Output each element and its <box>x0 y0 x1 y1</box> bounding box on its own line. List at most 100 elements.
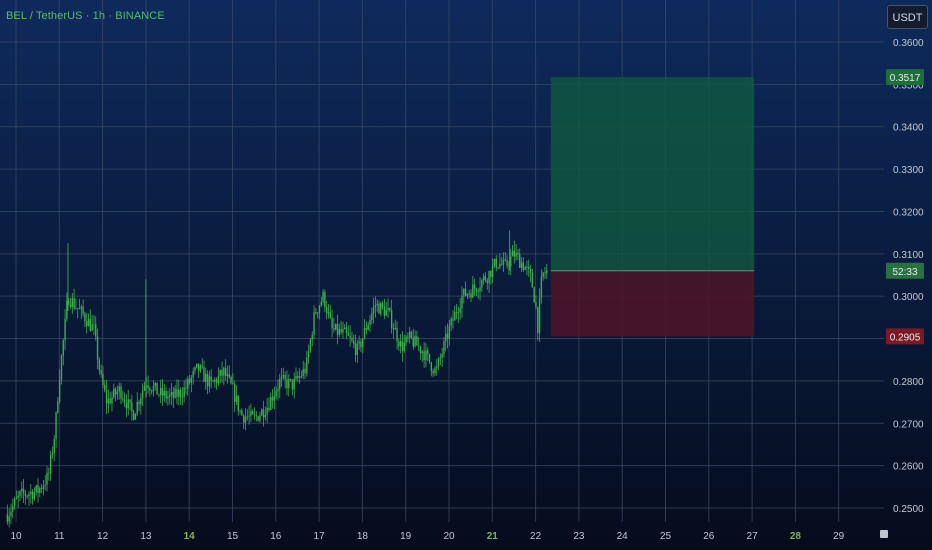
candle-body <box>53 439 55 453</box>
candle-body <box>261 409 263 416</box>
candle-body <box>473 284 476 289</box>
candle-body <box>396 327 398 342</box>
candle-body <box>333 328 335 330</box>
candle-body <box>298 376 301 379</box>
candle-body <box>178 389 180 397</box>
candle-body <box>481 280 483 288</box>
candle-body <box>439 357 442 359</box>
candle-body <box>392 328 395 330</box>
candle-body <box>217 375 220 384</box>
candle-body <box>443 341 445 354</box>
candle-body <box>196 363 198 368</box>
candle-body <box>127 399 129 409</box>
candle-body <box>279 378 281 389</box>
candle-body <box>495 258 497 268</box>
candle-body <box>537 307 539 334</box>
candle-body <box>304 368 306 374</box>
candle-body <box>105 390 108 404</box>
candle-body <box>544 272 546 274</box>
candle-body <box>210 376 212 381</box>
date-tick-label: 28 <box>790 531 802 542</box>
candle-body <box>87 318 90 327</box>
candle-body <box>288 379 290 389</box>
candle-body <box>150 390 153 392</box>
candle-body <box>125 402 128 409</box>
candle-body <box>327 312 330 314</box>
candle-body <box>432 370 434 374</box>
candle-body <box>340 329 342 333</box>
candle-body <box>517 252 519 255</box>
candle-body <box>358 341 360 344</box>
candle-body <box>463 288 465 296</box>
candle-body <box>504 259 506 261</box>
candle-body <box>356 343 359 356</box>
candle-body <box>378 303 380 314</box>
candle-body <box>172 392 175 398</box>
candle-body <box>519 254 521 268</box>
candle-body <box>427 350 429 354</box>
target-price-badge-background <box>886 69 924 86</box>
long-position-tool[interactable] <box>550 77 755 337</box>
date-tick-label: 24 <box>617 531 629 542</box>
candle-body <box>380 303 382 314</box>
candle-body <box>309 339 312 351</box>
candle-body <box>152 386 155 392</box>
stop-price-badge: 0.2905 <box>890 332 921 343</box>
candle-body <box>347 332 350 336</box>
candle-body <box>273 395 276 401</box>
date-tick-label: 15 <box>227 531 239 542</box>
time-axis[interactable]: 10 11 12 13 14 15 16 17 18 19 20 21 22 23 24 25 26 27 28 29 <box>0 522 932 550</box>
date-tick-label: 10 <box>10 531 22 542</box>
candle-body <box>169 394 171 397</box>
candle-body <box>149 388 151 391</box>
candle-body <box>531 272 534 288</box>
candle-body <box>42 485 45 489</box>
candle-body <box>188 379 191 383</box>
candle-body <box>264 414 267 418</box>
candle-body <box>199 365 202 371</box>
candle-body <box>482 276 485 281</box>
candle-body <box>116 391 119 395</box>
candle-body <box>354 343 357 356</box>
candle-body <box>419 346 422 354</box>
candle-body <box>445 333 447 342</box>
candle-body <box>230 376 232 384</box>
profit-zone <box>550 77 755 271</box>
candle-body <box>360 341 362 348</box>
candle-body <box>318 305 321 313</box>
candle-body <box>325 307 328 314</box>
candle-body <box>75 308 77 309</box>
currency-button[interactable]: USDT <box>887 5 928 29</box>
candle-body <box>248 415 250 417</box>
candle-body <box>205 373 207 382</box>
candle-body <box>390 310 393 329</box>
candle-body <box>84 313 86 322</box>
candle-body <box>6 514 9 522</box>
candle-body <box>416 336 418 346</box>
candle-body <box>387 308 389 310</box>
candle-body <box>315 312 317 314</box>
candle-body <box>491 265 494 277</box>
candle-body <box>192 371 194 378</box>
candle-body <box>221 369 223 376</box>
candle-body <box>223 367 225 376</box>
candle-body <box>522 262 525 270</box>
candle-body <box>21 488 23 492</box>
stop-price-badge-background <box>886 328 924 345</box>
candle-body <box>405 336 407 343</box>
price-tick-label: 0.2600 <box>893 462 924 473</box>
candle-body <box>30 491 32 495</box>
candle-body <box>334 323 337 330</box>
candle-body <box>253 414 256 416</box>
candle-body <box>257 416 259 421</box>
candle-body <box>280 376 283 379</box>
price-tick-label: 0.2700 <box>893 419 924 430</box>
date-tick-label: 22 <box>530 531 542 542</box>
candle-body <box>316 312 319 314</box>
date-tick-label: 21 <box>487 531 499 542</box>
candle-body <box>394 327 396 330</box>
candlestick-series <box>6 230 548 528</box>
candle-body <box>91 324 93 331</box>
candle-body <box>291 379 294 390</box>
